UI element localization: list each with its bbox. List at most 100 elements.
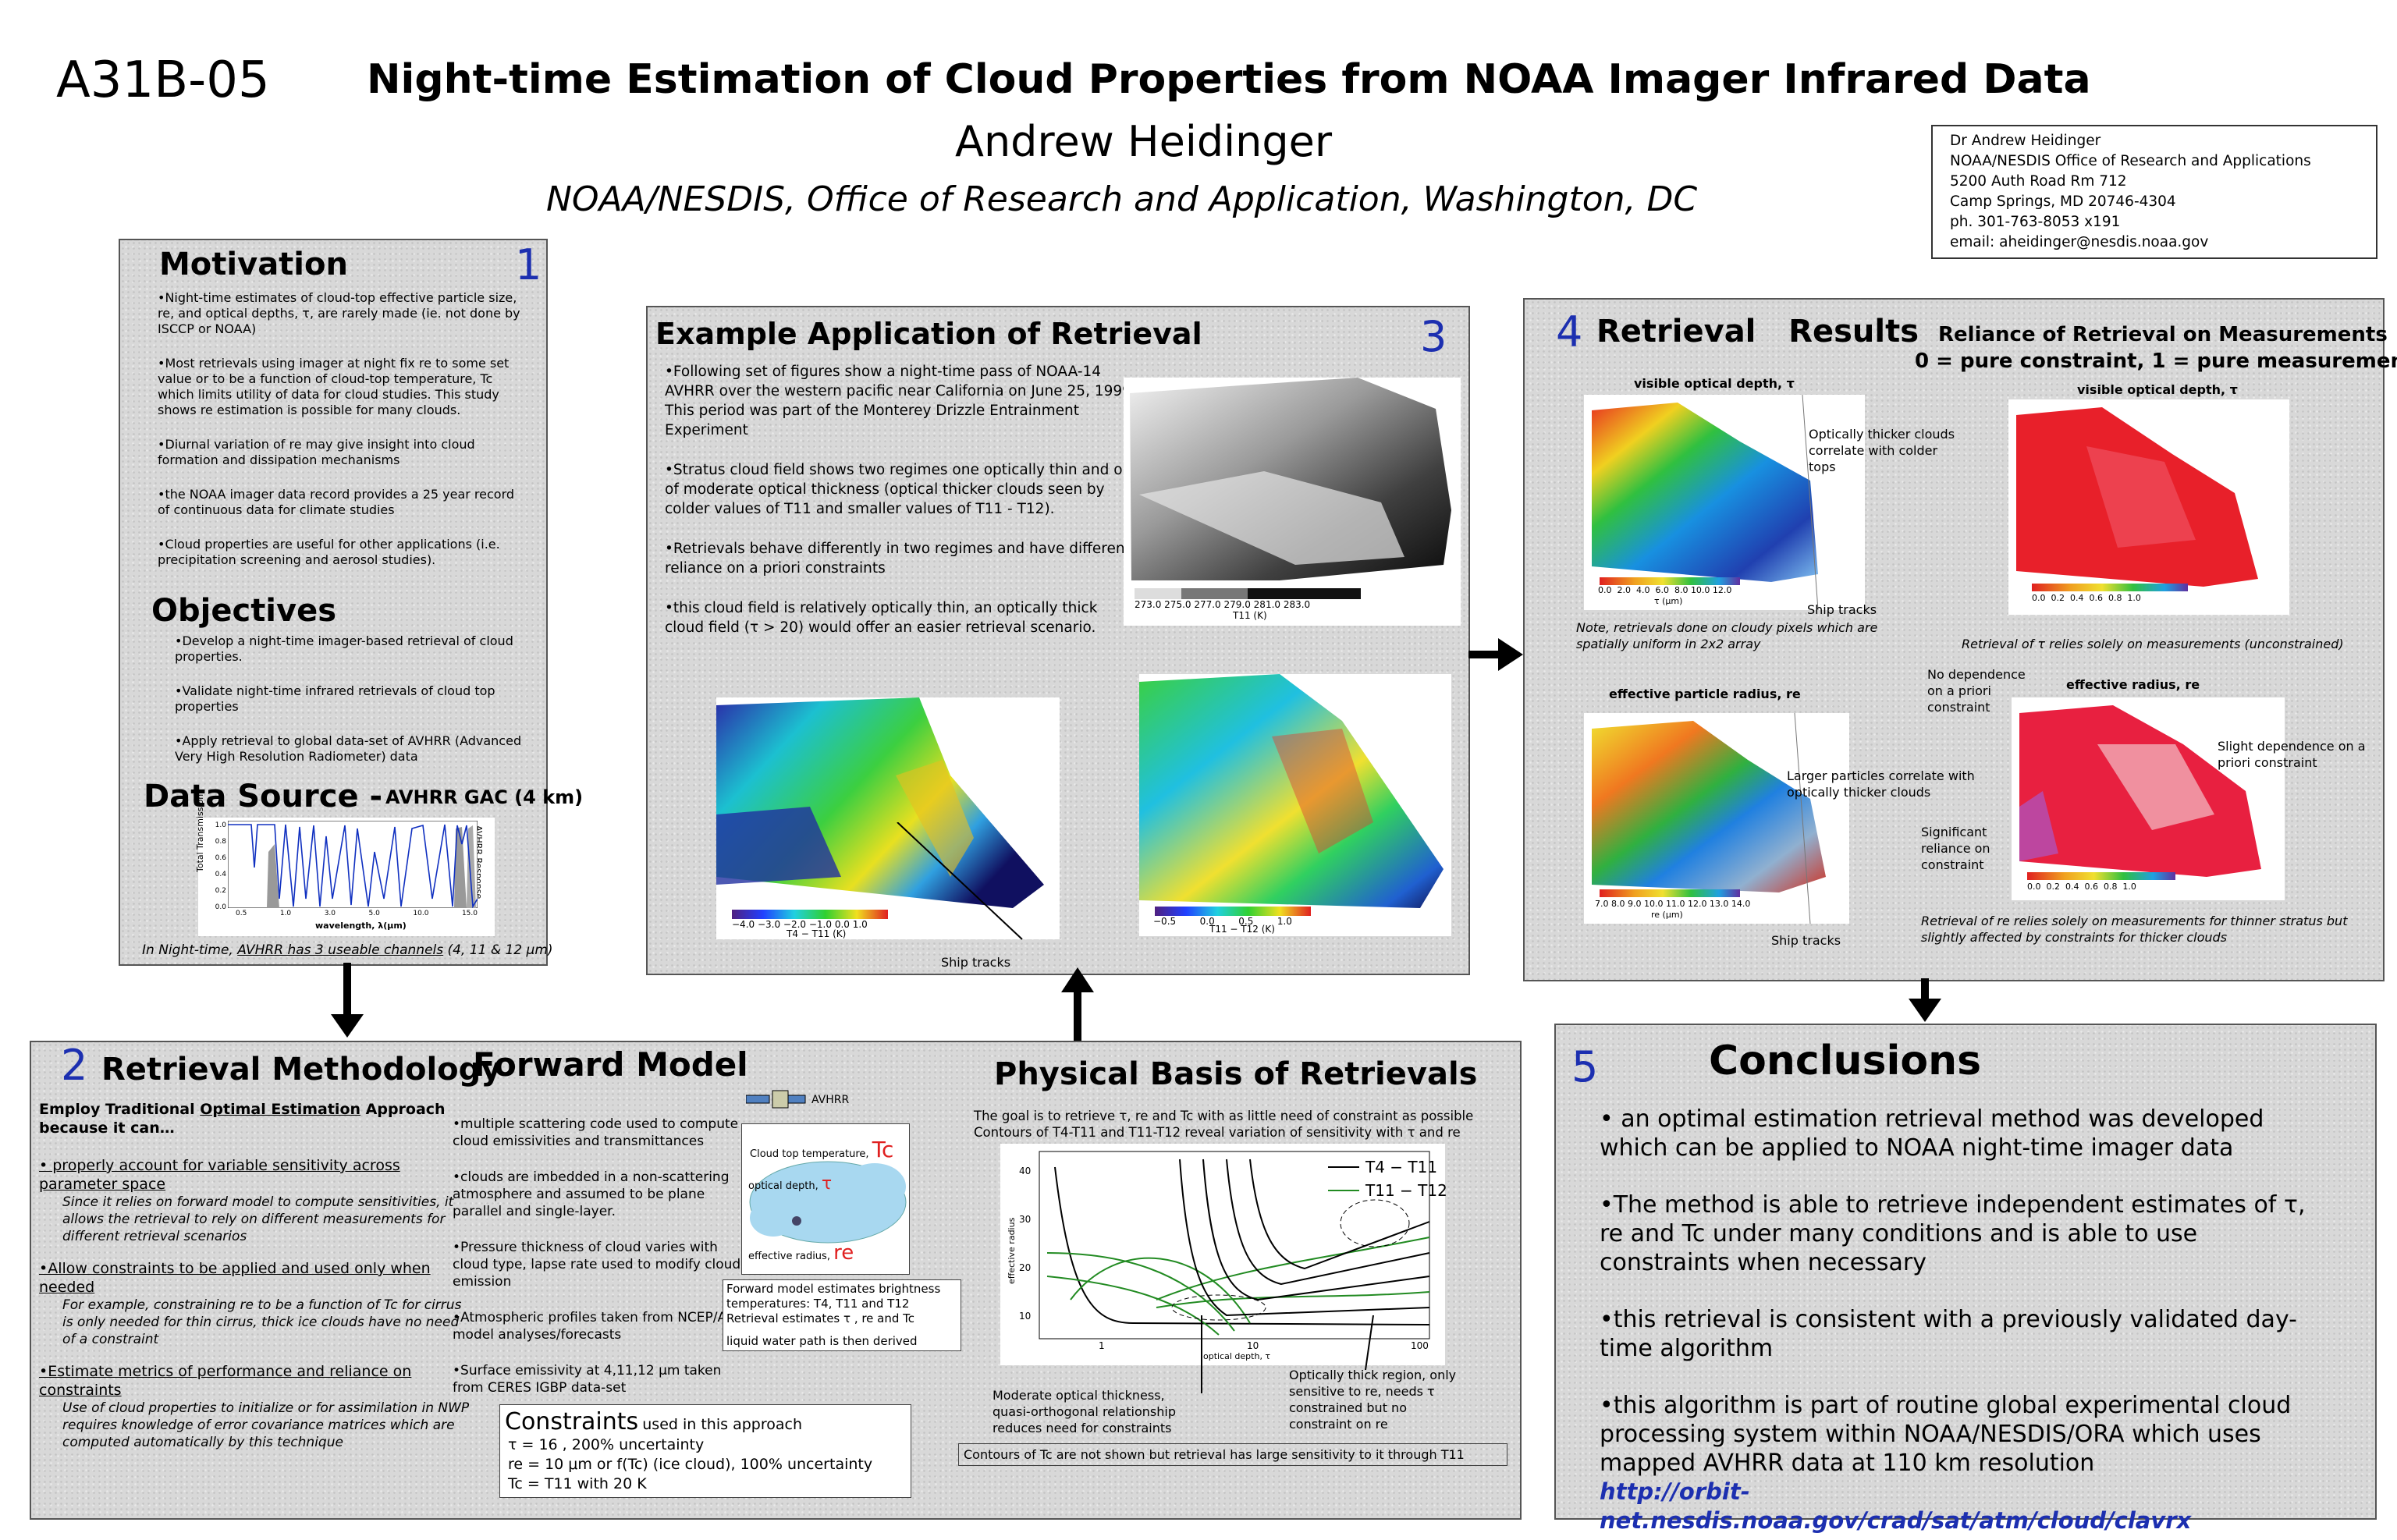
ytick: 0.2	[215, 887, 226, 895]
ytick: 10	[1019, 1311, 1032, 1322]
re-ticks: 7.0 8.0 9.0 10.0 11.0 12.0 13.0 14.0	[1595, 899, 1751, 909]
arrow-head-down-2	[1909, 999, 1941, 1022]
transmission-ylabel: Total Transmission	[195, 793, 205, 872]
cloud-top-text: Cloud top temperature,	[750, 1148, 869, 1160]
results-number: 4	[1556, 307, 1583, 357]
motivation-number: 1	[515, 240, 542, 289]
t4-t11-ticks: −4.0 −3.0 −2.0 −1.0 0.0 1.0	[732, 919, 868, 930]
example-bullet: •Stratus cloud field shows two regimes o…	[665, 462, 1141, 517]
re-reliance-ticks: 0.0 0.2 0.4 0.6 0.8 1.0	[2027, 882, 2136, 892]
ytick: 0.8	[215, 838, 226, 846]
methodology-item: •Estimate metrics of performance and rel…	[39, 1362, 476, 1451]
tau-symbol: τ	[821, 1174, 833, 1194]
contour-xtick-10: 10	[1247, 1340, 1259, 1351]
results-note: Note, retrievals done on cloudy pixels w…	[1576, 620, 1878, 651]
example-panel: Example Application of Retrieval 3 •Foll…	[646, 306, 1470, 975]
optical-depth-label: optical depth, τ	[748, 1174, 832, 1194]
conclusions-url[interactable]: http://orbit-net.nesdis.noaa.gov/crad/sa…	[1600, 1478, 2192, 1534]
re-title: effective particle radius, re	[1609, 687, 1801, 701]
optical-depth-text: optical depth,	[748, 1180, 819, 1192]
physical-title: Physical Basis of Retrievals	[994, 1056, 1478, 1092]
re-reliance-svg	[2019, 705, 2261, 880]
data-source-subtitle: AVHRR GAC (4 km)	[385, 786, 584, 808]
annotation-slight-dependence: Slight dependence on a priori constraint	[2218, 739, 2366, 770]
t4-t11-image: −4.0 −3.0 −2.0 −1.0 0.0 1.0 T4 − T11 (K)	[716, 697, 1060, 939]
intro-underlined: Optimal Estimation	[200, 1101, 361, 1118]
objectives-bullet: •Develop a night-time imager-based retri…	[175, 633, 513, 664]
methodology-panel: 2 Retrieval Methodology Employ Tradition…	[30, 1041, 1522, 1520]
reliance-subtitle: 0 = pure constraint, 1 = pure measuremen…	[1915, 350, 2397, 373]
estimates-text-2: Retrieval estimates τ , re and Tc	[726, 1311, 915, 1325]
intro-pre: Employ Traditional	[39, 1101, 201, 1118]
methodology-items: • properly account for variable sensitiv…	[39, 1156, 476, 1451]
arrow-to-results	[1468, 651, 1503, 658]
poster-title: Night-time Estimation of Cloud Propertie…	[367, 56, 2091, 103]
eff-radius-text: effective radius,	[748, 1251, 830, 1262]
arrow-to-conclusions	[1921, 978, 1929, 1006]
transmission-yticks: 1.0 0.8 0.6 0.4 0.2 0.0	[212, 818, 226, 916]
constraints-box: Constraints used in this approach τ = 16…	[499, 1404, 911, 1498]
contact-line: email: aheidinger@nesdis.noaa.gov	[1950, 234, 2209, 250]
methodology-number: 2	[61, 1041, 88, 1090]
annotation-larger-particles: Larger particles correlate with opticall…	[1787, 768, 1975, 800]
transmission-plot: Total Transmission AVHRR Response 1.0 0.…	[195, 794, 495, 936]
cloud-diagram: Cloud top temperature, Tc optical depth,…	[741, 1123, 910, 1275]
conclusions-bullets: • an optimal estimation retrieval method…	[1600, 1105, 2325, 1535]
t11-svg	[1130, 378, 1451, 599]
methodology-title: Retrieval Methodology	[101, 1052, 502, 1088]
tau-map-svg	[1592, 394, 1819, 611]
xtick: 15.0	[461, 910, 478, 917]
transmission-xticks: 0.5 1.0 3.0 5.0 10.0 15.0	[236, 910, 478, 917]
ytick: 20	[1019, 1262, 1032, 1273]
forward-bullet: •clouds are imbedded in a non-scattering…	[453, 1169, 730, 1219]
item-head: • properly account for variable sensitiv…	[39, 1157, 400, 1193]
t11-t12-image: −0.5 0.0 0.5 1.0 T11 − T12 (K)	[1139, 674, 1451, 936]
methodology-item: • properly account for variable sensitiv…	[39, 1156, 476, 1245]
constraint-line: Tc = T11 with 20 K	[508, 1475, 647, 1492]
re-reliance-map: 0.0 0.2 0.4 0.6 0.8 1.0	[2012, 697, 2285, 900]
annotation-moderate: Moderate optical thickness, quasi-orthog…	[993, 1388, 1176, 1435]
physical-intro: The goal is to retrieve τ, re and Tc wit…	[974, 1109, 1474, 1140]
lwp-text: liquid water path is then derived	[726, 1334, 918, 1348]
arrow-head-right	[1498, 638, 1523, 671]
tc-symbol: Tc	[872, 1137, 894, 1162]
example-bullet: •Retrievals behave differently in two re…	[665, 541, 1131, 577]
ytick: 0.0	[215, 903, 226, 911]
contact-line: 5200 Auth Road Rm 712	[1950, 173, 2127, 190]
forward-bullets: •multiple scattering code used to comput…	[453, 1116, 749, 1396]
tau-reliance-ticks: 0.0 0.2 0.4 0.6 0.8 1.0	[2032, 593, 2141, 603]
example-title: Example Application of Retrieval	[655, 317, 1202, 351]
constraints-heading: Constraints used in this approach	[505, 1408, 906, 1435]
contour-yticks: 40 30 20 10	[1019, 1147, 1031, 1340]
eff-radius-label: effective radius, re	[748, 1241, 854, 1265]
item-head: •Estimate metrics of performance and rel…	[39, 1363, 412, 1399]
contact-box: Dr Andrew Heidinger NOAA/NESDIS Office o…	[1931, 125, 2377, 259]
t4-t11-label: T4 − T11 (K)	[787, 928, 847, 939]
caption-pre: In Night-time,	[142, 942, 238, 958]
arrow-to-example	[1074, 992, 1081, 1041]
example-bullet: •this cloud field is relatively opticall…	[665, 600, 1098, 636]
contact-line: ph. 301-763-8053 x191	[1950, 214, 2121, 230]
arrow-to-methodology	[343, 963, 351, 1025]
arrow-head-down-1	[331, 1014, 364, 1038]
conclusions-panel: 5 Conclusions • an optimal estimation re…	[1554, 1024, 2377, 1534]
author: Andrew Heidinger	[955, 117, 1333, 166]
objectives-bullets: •Develop a night-time imager-based retri…	[175, 633, 526, 783]
poster-code: A31B-05	[56, 51, 270, 109]
t11-t12-ticks: −0.5 0.0 0.5 1.0	[1153, 916, 1292, 927]
caption-re: Retrieval of re relies solely on measure…	[1921, 914, 2348, 945]
legend-t4-t11: T4 − T11	[1365, 1158, 1438, 1176]
caption-tau: Retrieval of τ relies solely on measurem…	[1962, 637, 2344, 651]
tau-map: 0.0 2.0 4.0 6.0 8.0 10.0 12.0 τ (μm)	[1584, 394, 1865, 611]
example-bullet: •Following set of figures show a night-t…	[665, 364, 1136, 438]
tau-label: τ (μm)	[1654, 596, 1683, 606]
annotation-ship-tracks-2: Ship tracks	[1771, 933, 1841, 948]
ytick: 30	[1019, 1214, 1032, 1225]
conclusions-number: 5	[1571, 1042, 1599, 1091]
item-body: Use of cloud properties to initialize or…	[62, 1400, 470, 1450]
avhrr-label: AVHRR	[811, 1094, 850, 1106]
caption-underlined: AVHRR has 3 useable channels	[237, 942, 444, 958]
contact-line: Camp Springs, MD 20746-4304	[1950, 193, 2176, 210]
item-body: For example, constraining re to be a fun…	[62, 1297, 462, 1347]
tau-title: visible optical depth, τ	[1634, 376, 1795, 391]
